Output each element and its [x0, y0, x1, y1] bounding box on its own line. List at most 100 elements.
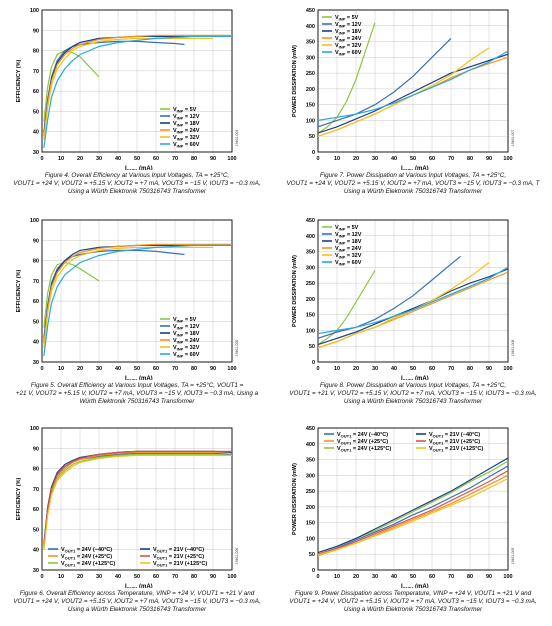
plot-frame — [41, 427, 233, 571]
legend-label: VINP = 12V — [173, 324, 200, 331]
x-tick-label: 90 — [210, 574, 216, 580]
series-line-4 — [43, 246, 213, 348]
figure-7: 0 10 20 30 40 50 60 70 80 90 100 0 50 100 150 200 250 300… — [276, 0, 552, 208]
y-tick-label: 40 — [33, 340, 39, 346]
x-tick-label: 40 — [391, 574, 397, 580]
x-tick-label: 20 — [77, 366, 83, 372]
x-tick-label: 90 — [210, 366, 216, 372]
legend-label: VINP = 60V — [173, 352, 200, 359]
series-line-3 — [43, 243, 232, 344]
x-tick-label: 80 — [467, 156, 473, 162]
y-tick-label: 100 — [30, 8, 39, 14]
legend-label: VINP = 32V — [335, 43, 362, 50]
x-tick-label: 40 — [115, 574, 121, 580]
y-axis-label: POWER DISSIPATION (mW) — [292, 45, 298, 117]
x-tick-label: 100 — [503, 574, 512, 580]
x-tick-label: 100 — [227, 366, 236, 372]
figure-4-caption: Figure 4. Overall Efficiency at Various … — [13, 172, 261, 195]
legend-label: VOUT1 = 21V (+125°C) — [429, 446, 483, 453]
x-tick-label: 70 — [172, 156, 178, 162]
y-tick-label: 450 — [306, 426, 315, 432]
x-tick-label: 60 — [153, 156, 159, 162]
legend-label: VINP = 32V — [335, 253, 362, 260]
x-tick-label: 100 — [227, 574, 236, 580]
legend-label: VINP = 5V — [173, 107, 197, 114]
x-tick-label: 20 — [77, 156, 83, 162]
figure-8-caption: Figure 8. Power Dissipation at Various I… — [289, 382, 537, 405]
y-tick-label: 250 — [306, 281, 315, 287]
legend-label: VINP = 18V — [335, 239, 362, 246]
legend: VOUT1 = 24V (−40°C)VOUT1 = 24V (+25°C)VO… — [48, 547, 207, 568]
series-line-4 — [43, 37, 213, 140]
x-tick-label: 50 — [134, 156, 140, 162]
legend-label: VINP = 32V — [173, 345, 200, 352]
y-tick-label: 60 — [33, 299, 39, 305]
y-tick-label: 70 — [33, 69, 39, 75]
y-tick-label: 100 — [30, 218, 39, 224]
plot-frame — [317, 219, 509, 363]
x-tick-label: 70 — [172, 574, 178, 580]
y-tick-label: 200 — [306, 87, 315, 93]
x-tick-label: 80 — [191, 574, 197, 580]
x-tick-label: 10 — [58, 156, 64, 162]
x-tick-label: 60 — [153, 366, 159, 372]
y-tick-label: 350 — [306, 40, 315, 46]
efficiency-chart-24v: 0 10 20 30 40 50 60 70 80 90 100 30 40 50 60 70 80 90 100 I… — [16, 8, 239, 173]
legend-label: VINP = 18V — [335, 29, 362, 36]
x-tick-label: 50 — [134, 574, 140, 580]
x-tick-label: 90 — [486, 156, 492, 162]
legend-label: VOUT1 = 21V (+125°C) — [153, 561, 207, 568]
series-line-0 — [318, 22, 376, 134]
legend-label: VINP = 5V — [173, 317, 197, 324]
legend-label: VINP = 24V — [173, 338, 200, 345]
y-tick-label: 400 — [306, 442, 315, 448]
x-tick-label: 40 — [115, 156, 121, 162]
x-tick-label: 40 — [115, 366, 121, 372]
y-tick-label: 250 — [306, 489, 315, 495]
x-tick-label: 10 — [334, 156, 340, 162]
series-line-5 — [43, 244, 232, 356]
plot-frame — [317, 427, 509, 571]
series-line-5 — [318, 266, 508, 335]
legend-label: VOUT1 = 21V (+25°C) — [153, 554, 204, 561]
x-tick-label: 50 — [410, 366, 416, 372]
legend-label: VINP = 5V — [335, 225, 359, 232]
y-tick-label: 100 — [306, 536, 315, 542]
x-tick-label: 70 — [448, 574, 454, 580]
legend-label: VOUT1 = 24V (+25°C) — [337, 439, 388, 446]
legend-label: VINP = 12V — [173, 114, 200, 121]
x-tick-label: 10 — [58, 366, 64, 372]
series-line-5 — [43, 454, 232, 550]
series-line-1 — [43, 451, 232, 548]
legend-label: VINP = 60V — [335, 50, 362, 57]
y-tick-label: 60 — [33, 89, 39, 95]
y-tick-label: 400 — [306, 234, 315, 240]
y-tick-label: 300 — [306, 265, 315, 271]
y-axis-label: EFFICIENCY (%) — [16, 477, 22, 520]
legend-label: VOUT1 = 24V (+125°C) — [61, 561, 115, 568]
figure-code: 19461-005 — [235, 340, 239, 357]
x-tick-label: 50 — [410, 574, 416, 580]
y-tick-label: 30 — [33, 568, 39, 574]
y-tick-label: 90 — [33, 446, 39, 452]
x-tick-label: 90 — [486, 366, 492, 372]
series-line-4 — [318, 470, 508, 555]
y-tick-label: 100 — [30, 426, 39, 432]
y-tick-label: 40 — [33, 130, 39, 136]
series-line-0 — [318, 465, 508, 555]
x-tick-label: 30 — [372, 156, 378, 162]
y-tick-label: 80 — [33, 259, 39, 265]
y-tick-label: 400 — [306, 24, 315, 30]
x-tick-label: 100 — [503, 156, 512, 162]
figure-4: 0 10 20 30 40 50 60 70 80 90 100 30 40 50 60 70 80 90 100 I… — [0, 0, 276, 208]
x-tick-label: 80 — [467, 366, 473, 372]
power-dissipation-temperature-chart: 0 10 20 30 40 50 60 70 80 90 100 0 50 100 150 200 250 300… — [292, 426, 515, 591]
x-axis-label: IOUT1 (mA) — [401, 376, 429, 380]
legend-label: VINP = 12V — [335, 232, 362, 239]
figure-9: 0 10 20 30 40 50 60 70 80 90 100 0 50 100 150 200 250 300… — [276, 418, 552, 626]
series-line-5 — [43, 35, 232, 148]
efficiency-temperature-chart: 0 10 20 30 40 50 60 70 80 90 100 30 40 50 60 70 80 90 100 I… — [16, 426, 239, 591]
figure-9-caption: Figure 9. Power Dissipation across Tempe… — [289, 590, 537, 613]
x-tick-label: 80 — [191, 156, 197, 162]
